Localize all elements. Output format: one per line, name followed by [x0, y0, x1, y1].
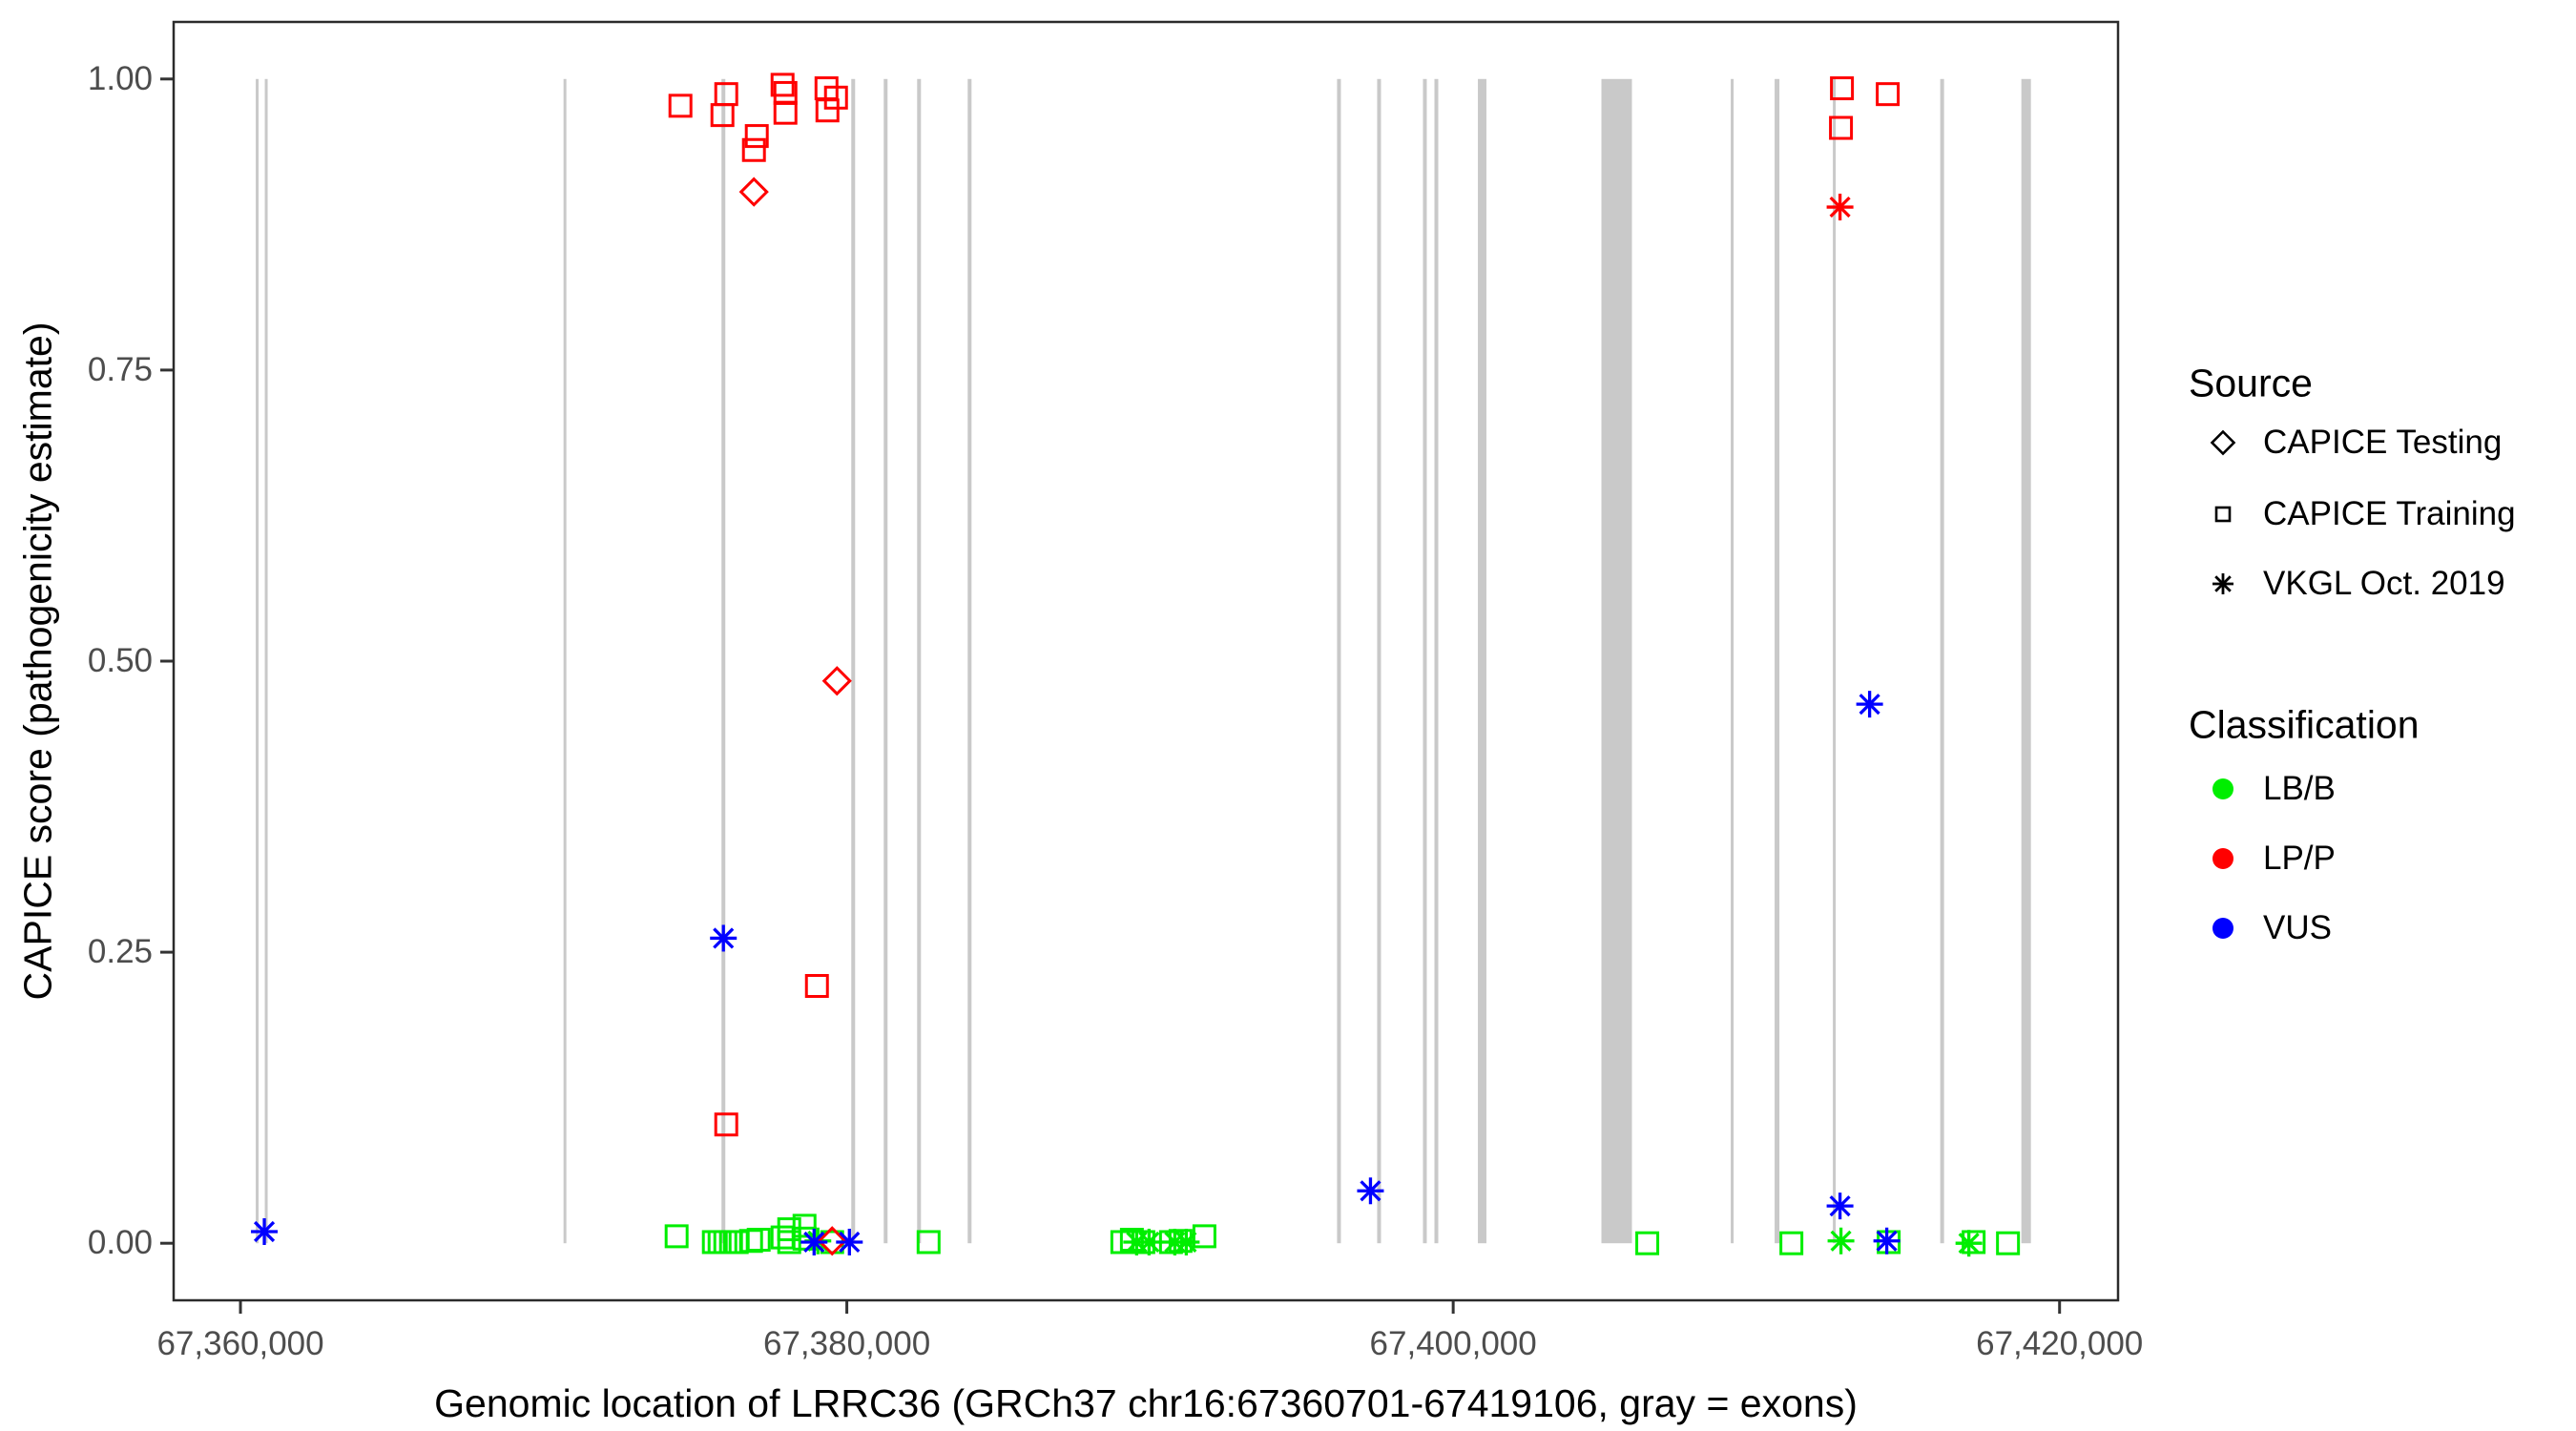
blue-dot-icon: [2204, 909, 2242, 947]
data-point: [1856, 691, 1883, 718]
data-point: [823, 85, 848, 110]
y-axis-title: CAPICE score (pathogenicity estimate): [15, 321, 60, 1001]
data-point: [1873, 1227, 1901, 1255]
data-point: [1357, 1177, 1384, 1205]
y-tick-label: 0.50: [87, 642, 153, 679]
y-tick-label: 0.25: [87, 933, 153, 971]
data-point: [714, 1112, 738, 1137]
x-axis-title: Genomic location of LRRC36 (GRCh37 chr16…: [434, 1381, 1858, 1425]
data-point: [1779, 1231, 1804, 1255]
legend: Source CAPICE Testing CAPICE Training: [2183, 0, 2574, 1431]
x-tick-label: 67,420,000: [1976, 1325, 2144, 1362]
data-point: [738, 176, 769, 207]
legend-label: VKGL Oct. 2019: [2263, 565, 2505, 602]
data-point: [916, 1230, 941, 1255]
data-point: [710, 924, 737, 952]
exon-bar: [721, 78, 726, 1244]
exon-bar: [1377, 78, 1381, 1244]
exon-bar: [1337, 78, 1341, 1244]
data-point: [251, 1217, 279, 1245]
red-dot-icon: [2204, 840, 2242, 878]
data-point: [1826, 1192, 1854, 1220]
data-point: [741, 137, 766, 162]
data-point: [1996, 1231, 2021, 1255]
data-point: [804, 973, 829, 998]
legend-label: LP/P: [2263, 840, 2336, 877]
data-point: [1955, 1230, 1983, 1257]
asterisk-icon: [2204, 565, 2242, 603]
exon-bar: [1478, 78, 1486, 1244]
y-tick-label: 0.75: [87, 350, 153, 388]
legend-source-title: Source: [2189, 361, 2313, 405]
exon-bar: [256, 78, 260, 1244]
data-point: [664, 1224, 689, 1249]
data-point: [1827, 1227, 1855, 1255]
exon-bar: [1601, 78, 1632, 1244]
legend-label: LB/B: [2263, 770, 2336, 807]
exon-bar: [1940, 78, 1944, 1244]
exon-bar: [563, 78, 567, 1244]
data-point: [746, 1228, 771, 1253]
data-point: [800, 1228, 828, 1255]
x-tick-label: 67,380,000: [762, 1325, 931, 1362]
data-point: [792, 1213, 817, 1238]
exon-bar: [1423, 78, 1427, 1244]
legend-classification-title: Classification: [2189, 702, 2420, 747]
exon-bar: [851, 78, 856, 1244]
data-point: [744, 124, 769, 149]
data-point: [773, 100, 798, 125]
data-point: [668, 93, 693, 118]
y-tick-label: 0.00: [87, 1224, 153, 1262]
data-point: [1826, 194, 1854, 221]
exon-bar: [1434, 78, 1439, 1244]
data-point: [821, 666, 852, 696]
legend-label: VUS: [2263, 909, 2332, 946]
panel-border: [172, 20, 2120, 1302]
exon-bar: [1833, 78, 1837, 1244]
data-point: [1829, 115, 1854, 140]
square-icon: [2204, 495, 2242, 533]
exon-bar: [917, 78, 922, 1244]
x-tick-label: 67,400,000: [1369, 1325, 1537, 1362]
legend-label: CAPICE Testing: [2263, 424, 2503, 461]
data-point: [1830, 76, 1855, 101]
data-point: [770, 1225, 795, 1250]
data-point: [777, 1230, 801, 1255]
data-point: [714, 82, 738, 107]
exon-bar: [2021, 78, 2031, 1244]
data-point: [1876, 82, 1901, 107]
data-point: [817, 1226, 847, 1256]
data-point: [1173, 1228, 1200, 1255]
data-point: [770, 73, 795, 97]
exon-bar: [883, 78, 888, 1244]
data-point: [738, 1229, 763, 1254]
data-point: [836, 1228, 863, 1255]
y-tick-label: 1.00: [87, 59, 153, 97]
diamond-icon: [2204, 424, 2242, 462]
data-point: [1135, 1228, 1163, 1255]
legend-label: CAPICE Training: [2263, 495, 2516, 532]
green-dot-icon: [2204, 770, 2242, 808]
x-tick-label: 67,360,000: [156, 1325, 324, 1362]
exon-bar: [1731, 78, 1735, 1244]
data-point: [815, 98, 840, 123]
exon-bar: [264, 78, 268, 1244]
data-point: [1635, 1231, 1660, 1255]
exon-bar: [967, 78, 972, 1244]
exon-bar: [1775, 78, 1780, 1244]
